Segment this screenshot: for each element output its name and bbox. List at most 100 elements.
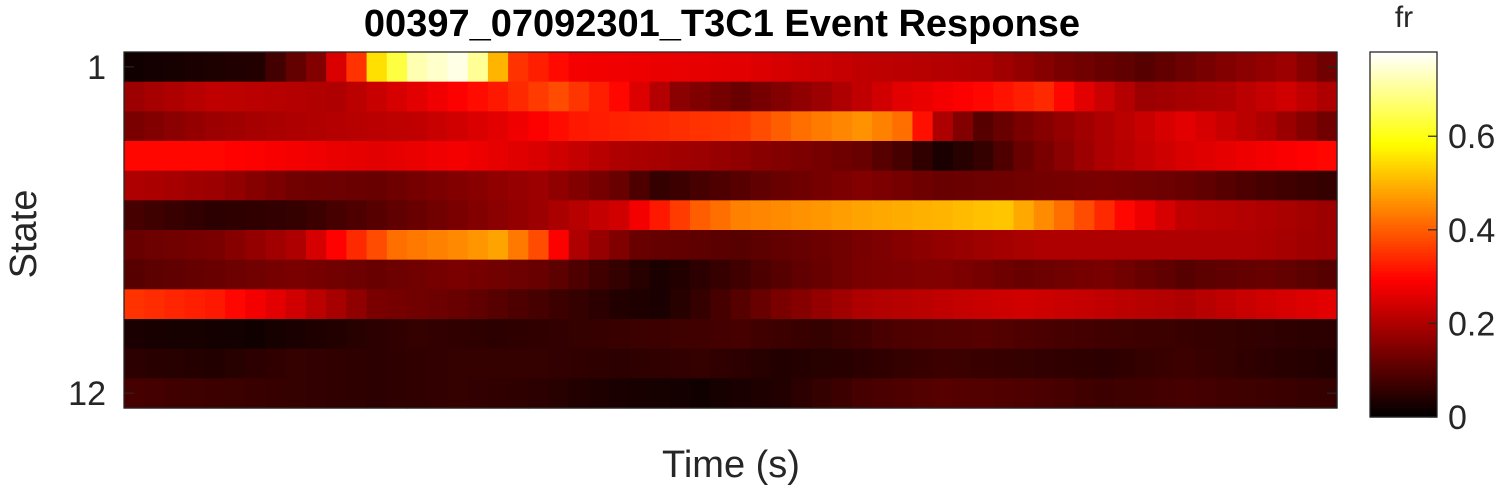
- heatmap-cell: [993, 111, 1015, 142]
- colorbar-segment: [1370, 155, 1437, 160]
- heatmap-cell: [851, 378, 873, 409]
- heatmap-cell: [609, 141, 631, 172]
- heatmap-cell: [1053, 111, 1075, 142]
- heatmap-cell: [1053, 52, 1075, 83]
- heatmap-cell: [770, 378, 792, 409]
- heatmap-cell: [831, 52, 853, 83]
- heatmap-cell: [993, 378, 1015, 409]
- heatmap-cell: [326, 200, 347, 231]
- heatmap-cell: [730, 200, 752, 231]
- heatmap-cell: [791, 200, 812, 231]
- heatmap-cell: [528, 378, 550, 409]
- heatmap-cell: [1134, 200, 1156, 231]
- heatmap-cell: [872, 348, 893, 379]
- heatmap-cell: [508, 259, 529, 290]
- heatmap-cell: [1235, 289, 1257, 320]
- heatmap-cell: [1195, 378, 1217, 409]
- y-axis-tick-labels: 1 12: [68, 49, 106, 413]
- heatmap-cell: [629, 111, 651, 142]
- heatmap-cell: [124, 378, 145, 409]
- heatmap-cell: [1215, 259, 1237, 290]
- heatmap-cell: [346, 52, 368, 83]
- heatmap-cell: [528, 52, 550, 83]
- colorbar-segment: [1370, 404, 1437, 409]
- heatmap-cell: [1256, 289, 1277, 320]
- colorbar-segment: [1370, 365, 1437, 369]
- colorbar-segment: [1370, 328, 1437, 333]
- heatmap-cell: [1134, 319, 1156, 350]
- heatmap-cell: [649, 111, 671, 142]
- heatmap-cell: [548, 52, 570, 83]
- colorbar-segment: [1370, 398, 1437, 403]
- heatmap-cell: [1256, 259, 1277, 290]
- heatmap-cell: [225, 259, 246, 290]
- heatmap-cell: [588, 230, 610, 261]
- heatmap-cell: [305, 81, 327, 112]
- heatmap-cell: [730, 52, 752, 83]
- colorbar-segment: [1370, 67, 1437, 71]
- heatmap-cell: [1235, 200, 1257, 231]
- heatmap-cell: [1316, 81, 1338, 112]
- heatmap-cell: [770, 289, 792, 320]
- heatmap-cell: [750, 348, 772, 379]
- heatmap-cell: [265, 378, 287, 409]
- colorbar-segment: [1370, 201, 1437, 205]
- heatmap-cell: [952, 378, 974, 409]
- colorbar-segment: [1370, 58, 1437, 62]
- heatmap-cell: [669, 378, 691, 409]
- heatmap-cell: [548, 230, 570, 261]
- heatmap-cell: [144, 230, 166, 261]
- heatmap-cell: [1155, 259, 1176, 290]
- heatmap-cell: [892, 200, 914, 231]
- heatmap-cell: [407, 348, 428, 379]
- colorbar-segment: [1370, 313, 1437, 318]
- heatmap-cell: [588, 170, 610, 201]
- heatmap-cell: [1195, 319, 1217, 350]
- heatmap-cell: [1114, 111, 1136, 142]
- heatmap-cell: [872, 170, 893, 201]
- heatmap-cell: [872, 289, 893, 320]
- heatmap-cell: [669, 141, 691, 172]
- heatmap-cell: [912, 170, 934, 201]
- colorbar-segment: [1370, 344, 1437, 348]
- heatmap-cell: [750, 289, 772, 320]
- heatmap-cell: [872, 111, 893, 142]
- heatmap-cell: [912, 200, 934, 231]
- heatmap-cell: [973, 52, 994, 83]
- heatmap-cell: [508, 348, 529, 379]
- heatmap-cell: [912, 111, 934, 142]
- heatmap-cell: [973, 259, 994, 290]
- heatmap-cell: [609, 259, 631, 290]
- heatmap-cell: [649, 289, 671, 320]
- heatmap-cell: [204, 81, 226, 112]
- heatmap-cell: [386, 170, 408, 201]
- heatmap-cell: [1033, 319, 1055, 350]
- heatmap-cell: [993, 52, 1015, 83]
- heatmap-cell: [629, 81, 651, 112]
- heatmap-cell: [204, 170, 226, 201]
- heatmap-cell: [305, 289, 327, 320]
- heatmap-cell: [690, 52, 711, 83]
- heatmap-cell: [973, 170, 994, 201]
- heatmap-cell: [265, 259, 287, 290]
- heatmap-cell: [346, 348, 368, 379]
- heatmap-cell: [285, 319, 307, 350]
- heatmap-cell: [1134, 378, 1156, 409]
- heatmap-cell: [1114, 170, 1136, 201]
- heatmap-cell: [467, 259, 489, 290]
- heatmap-cell: [1256, 319, 1277, 350]
- heatmap-cell: [346, 170, 368, 201]
- heatmap-cell: [1155, 230, 1176, 261]
- heatmap-cell: [609, 319, 631, 350]
- heatmap-cell: [346, 319, 368, 350]
- heatmap-cell: [892, 289, 914, 320]
- heatmap-cell: [124, 141, 145, 172]
- heatmap-cell: [285, 52, 307, 83]
- heatmap-cell: [892, 52, 914, 83]
- colorbar-segment: [1370, 176, 1437, 181]
- heatmap-cell: [710, 141, 732, 172]
- y-tick-label: 1: [87, 49, 106, 87]
- colorbar-segment: [1370, 97, 1437, 102]
- heatmap-cell: [245, 378, 267, 409]
